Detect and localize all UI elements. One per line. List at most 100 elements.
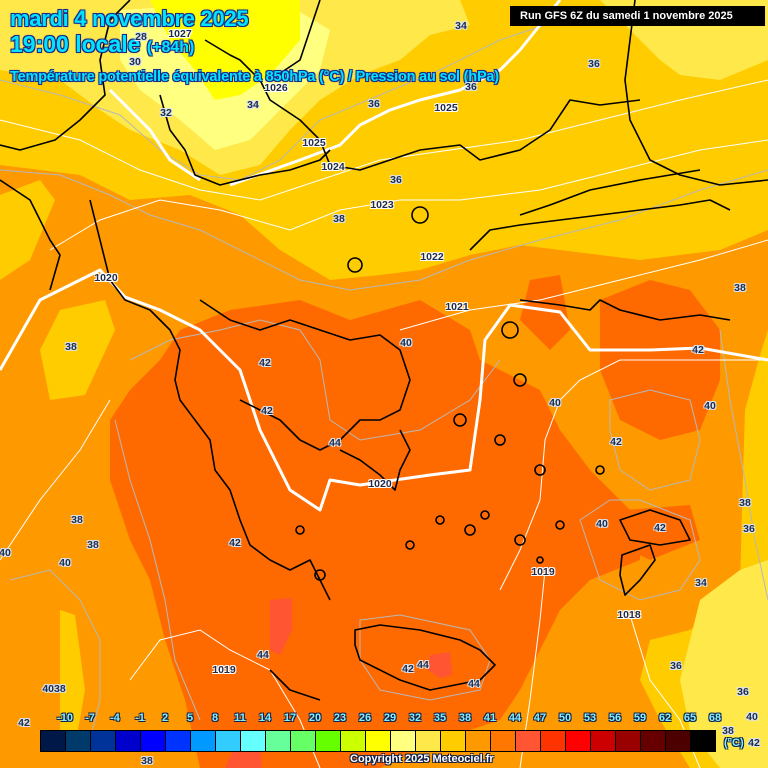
isobar-label: 1026 <box>264 82 288 94</box>
isobar-label: 1024 <box>321 161 345 173</box>
colorbar-tick-label: 11 <box>234 712 246 724</box>
colorbar-tick-label: 5 <box>186 712 194 724</box>
isotherm-label: 42 <box>748 737 760 749</box>
isobar-label: 1025 <box>434 102 458 114</box>
isotherm-label: 30 <box>129 56 141 68</box>
isobar-label: 1019 <box>212 664 236 676</box>
forecast-time: 19:00 locale (+84h) <box>10 31 194 58</box>
isotherm-label: 4038 <box>42 683 66 695</box>
isotherm-label: 42 <box>18 717 30 729</box>
isotherm-label: 38 <box>734 282 746 294</box>
colorbar-tick-label: 32 <box>408 712 422 724</box>
isotherm-label: 36 <box>390 174 402 186</box>
isotherm-label: 38 <box>65 341 77 353</box>
colorbar-cell <box>516 731 541 751</box>
colorbar-tick-label: 59 <box>633 712 647 724</box>
isotherm-label: 36 <box>743 523 755 535</box>
colorbar-cell <box>616 731 641 751</box>
forecast-date: mardi 4 novembre 2025 <box>10 6 249 31</box>
colorbar-tick-label: 2 <box>161 712 169 724</box>
colorbar-cell <box>391 731 416 751</box>
colorbar <box>40 730 716 752</box>
isotherm-label: 42 <box>610 436 622 448</box>
colorbar-cell <box>216 731 241 751</box>
isobar-label: 1019 <box>531 566 555 578</box>
isotherm-label: 42 <box>261 405 273 417</box>
isotherm-label: 38 <box>141 755 153 767</box>
isotherm-label: 36 <box>368 98 380 110</box>
isotherm-label: 44 <box>329 437 341 449</box>
colorbar-cell <box>366 731 391 751</box>
colorbar-tick-label: -7 <box>85 712 95 724</box>
isotherm-label: 34 <box>695 577 707 589</box>
isotherm-label: 34 <box>455 20 467 32</box>
isotherm-label: 36 <box>670 660 682 672</box>
isotherm-label: 38 <box>71 514 83 526</box>
colorbar-cell <box>541 731 566 751</box>
field-41-44 <box>110 300 640 768</box>
colorbar-tick-label: 8 <box>211 712 219 724</box>
isobar-label: 1020 <box>368 478 392 490</box>
isotherm-label: 38 <box>87 539 99 551</box>
isobar-label: 1018 <box>617 609 641 621</box>
colorbar-cell <box>341 731 366 751</box>
colorbar-cell <box>666 731 691 751</box>
isobar-label: 1025 <box>302 137 326 149</box>
isotherm-label: 42 <box>402 663 414 675</box>
isobar-label: 1027 <box>168 28 192 40</box>
colorbar-cell <box>41 731 66 751</box>
colorbar-tick-label: 68 <box>708 712 722 724</box>
isotherm-label: 28 <box>135 31 147 43</box>
isotherm-label: 36 <box>737 686 749 698</box>
field-26-29 <box>150 0 300 100</box>
isotherm-label: 32 <box>160 107 172 119</box>
colorbar-unit: (°C) <box>724 737 744 749</box>
colorbar-tick-label: 38 <box>458 712 472 724</box>
field-35-38-sw-strip <box>60 610 85 730</box>
isotherm-label: 42 <box>259 357 271 369</box>
colorbar-tick-label: -4 <box>110 712 120 724</box>
field-41-44-east2 <box>520 275 570 350</box>
isobars-thick <box>0 0 768 512</box>
colorbar-cell <box>266 731 291 751</box>
colorbar-tick-label: 14 <box>258 712 272 724</box>
isotherm-label: 44 <box>417 659 429 671</box>
colorbar-tick-label: 35 <box>433 712 447 724</box>
colorbar-cell <box>166 731 191 751</box>
field-41-44-rhodes <box>620 505 700 560</box>
isotherm-label: 42 <box>692 344 704 356</box>
colorbar-tick-label: 65 <box>683 712 697 724</box>
isotherm-label: 40 <box>549 397 561 409</box>
colorbar-cell <box>641 731 666 751</box>
isotherm-label: 40 <box>400 337 412 349</box>
colorbar-tick-label: 20 <box>308 712 322 724</box>
colorbar-cell <box>116 731 141 751</box>
colorbar-cell <box>66 731 91 751</box>
colorbar-tick-label: 53 <box>583 712 597 724</box>
colorbar-cell <box>591 731 616 751</box>
isotherm-label: 42 <box>229 537 241 549</box>
colorbar-tick-label: 41 <box>483 712 497 724</box>
isotherm-label: 40 <box>746 711 758 723</box>
isotherm-label: 34 <box>247 99 259 111</box>
field-44-47-ionian <box>270 598 292 655</box>
colorbar-cell <box>566 731 591 751</box>
forecast-local-time: 19:00 locale <box>10 31 141 57</box>
colorbar-cell <box>141 731 166 751</box>
forecast-lead-hours: (+84h) <box>146 39 195 56</box>
isotherm-label: 38 <box>333 213 345 225</box>
field-44-47-crete <box>428 652 452 678</box>
colorbar-tick-label: -10 <box>57 712 73 724</box>
colorbar-tick-label: 56 <box>608 712 622 724</box>
isotherms <box>0 19 768 741</box>
field-32-35-se <box>680 560 768 768</box>
isotherm-label: 38 <box>739 497 751 509</box>
colorbar-tick-label: 47 <box>533 712 547 724</box>
copyright-text: Copyright 2025 Meteociel.fr <box>350 753 494 765</box>
isotherm-label: 40 <box>596 518 608 530</box>
colorbar-tick-label: -1 <box>135 712 145 724</box>
isotherm-label: 40 <box>704 400 716 412</box>
colorbar-cell <box>91 731 116 751</box>
